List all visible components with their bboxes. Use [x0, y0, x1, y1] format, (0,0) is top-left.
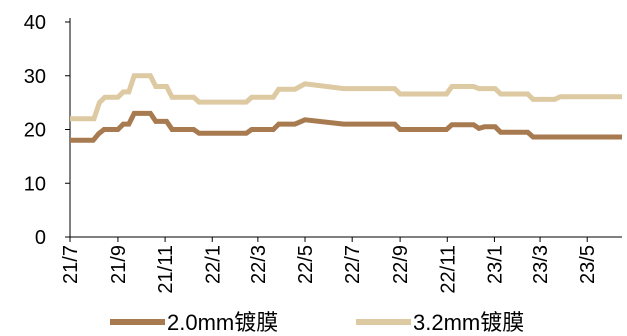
y-tick-label: 20: [24, 120, 46, 142]
axes: [69, 18, 622, 238]
x-tick-label: 21/11: [155, 245, 177, 294]
x-tick-label: 22/1: [202, 245, 224, 284]
x-tick-label: 21/9: [108, 245, 130, 284]
x-tick-label: 22/7: [342, 245, 364, 284]
x-tick-label: 22/9: [390, 245, 412, 284]
y-tick-label: 10: [24, 173, 46, 195]
legend-label-1: 2.0mm镀膜: [167, 310, 278, 335]
x-tick-label: 22/3: [248, 245, 270, 284]
x-tick-label: 23/3: [530, 245, 552, 284]
y-tick-label: 0: [35, 227, 46, 249]
x-tick-label: 22/5: [295, 245, 317, 284]
series-line-2: [70, 73, 622, 122]
legend-label-2: 3.2mm镀膜: [413, 310, 524, 335]
x-tick-label: 21/7: [60, 245, 82, 284]
series-line-1: [70, 110, 622, 143]
series-lines: [70, 73, 622, 143]
y-tick-label: 40: [24, 12, 46, 34]
x-tick-label: 22/11: [437, 245, 459, 294]
x-tick-label: 23/5: [577, 245, 599, 284]
x-tick-label: 23/1: [484, 245, 506, 284]
y-axis-ticks: 0 10 20 30 40: [24, 12, 70, 249]
y-tick-label: 30: [24, 66, 46, 88]
legend: 2.0mm镀膜 3.2mm镀膜: [110, 310, 524, 335]
x-axis-ticks: 21/7 21/9 21/11 22/1 22/3 22/5 22/7 22/9 22/11 23…: [60, 237, 599, 294]
